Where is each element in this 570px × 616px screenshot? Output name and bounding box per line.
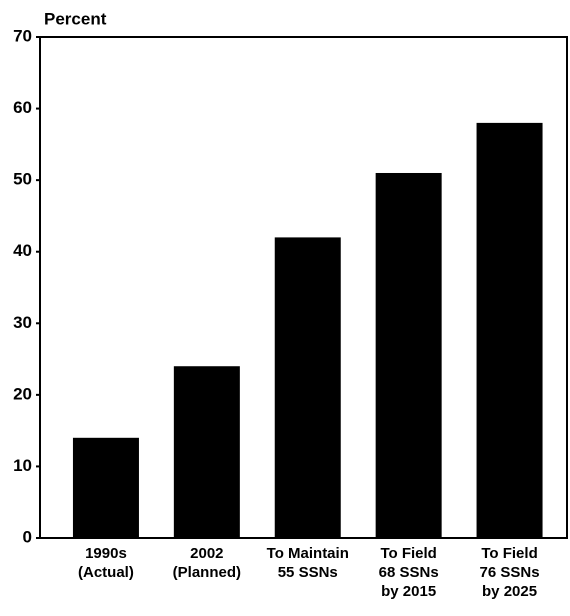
y-tick-label: 70: [13, 26, 32, 45]
y-tick-label: 30: [13, 313, 32, 332]
y-tick-label: 60: [13, 98, 32, 117]
y-tick-label: 50: [13, 170, 32, 189]
x-tick-label: 76 SSNs: [480, 564, 540, 581]
y-tick-label: 10: [13, 456, 32, 475]
x-tick-label: 55 SSNs: [278, 564, 338, 581]
bar: [72, 437, 139, 538]
y-tick-label: 40: [13, 241, 32, 260]
x-tick-label: by 2025: [482, 583, 537, 600]
y-axis-label: Percent: [44, 9, 107, 28]
x-tick-label: 68 SSNs: [379, 564, 439, 581]
x-tick-label: 2002: [190, 545, 223, 562]
x-tick-label: To Maintain: [267, 545, 349, 562]
bar: [173, 366, 240, 538]
bar: [274, 237, 341, 538]
bar: [375, 172, 442, 538]
bar: [476, 122, 543, 538]
y-tick-label: 0: [23, 527, 32, 546]
y-tick-label: 20: [13, 384, 32, 403]
x-tick-label: 1990s: [85, 545, 127, 562]
x-tick-label: To Field: [481, 545, 537, 562]
x-tick-label: (Planned): [173, 564, 241, 581]
x-tick-label: To Field: [380, 545, 436, 562]
x-tick-label: by 2015: [381, 583, 436, 600]
x-tick-label: (Actual): [78, 564, 134, 581]
